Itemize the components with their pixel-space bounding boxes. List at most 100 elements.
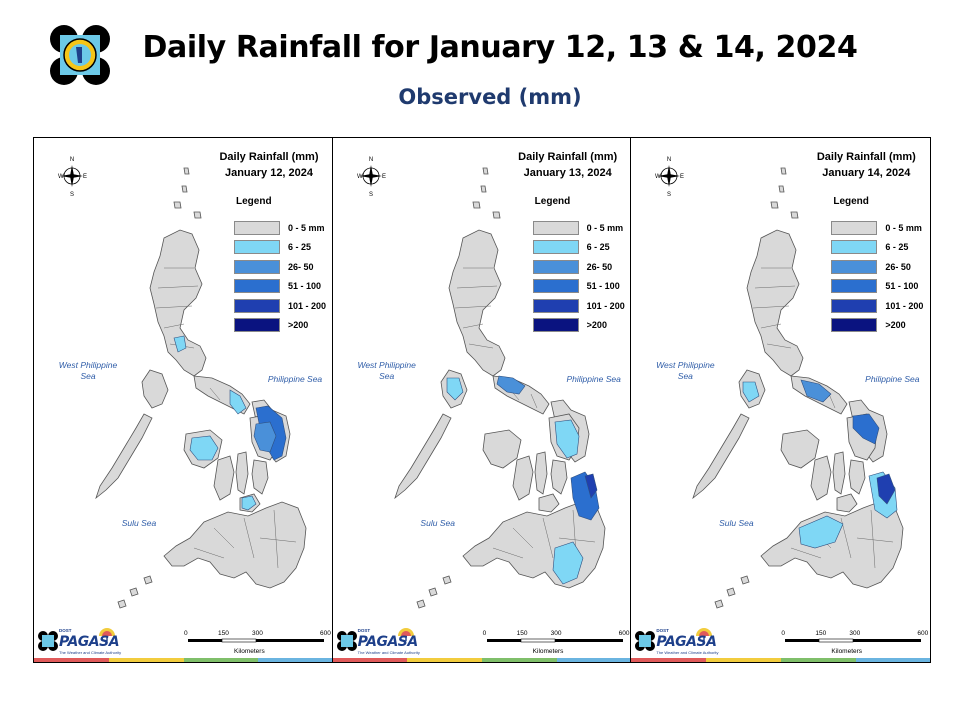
sea-label-west: West Philippine Sea (656, 360, 715, 381)
svg-text:S: S (369, 192, 373, 198)
legend-swatch (831, 318, 878, 333)
rainfall-area (800, 379, 832, 403)
island-shape (512, 455, 534, 501)
scale-tick-label: 0 (184, 630, 188, 637)
island-shape (760, 501, 904, 589)
strip-segment (482, 658, 557, 662)
island-shape (810, 455, 832, 501)
strip-segment (183, 658, 259, 662)
legend-label: >200 (288, 320, 309, 331)
map-title-date: January 12, 2024 (224, 167, 314, 179)
province-boundary (209, 387, 221, 401)
island-shape (472, 201, 481, 209)
rainfall-area (799, 515, 844, 549)
legend-swatch (532, 298, 579, 313)
strip-segment (407, 658, 483, 662)
island-shape (550, 459, 568, 495)
legend-label: 26- 50 (586, 261, 613, 272)
scale-tick-label: 300 (849, 630, 861, 637)
island-shape (213, 455, 235, 501)
island-shape (235, 451, 249, 495)
strip-segment (332, 658, 408, 662)
legend-label: 6 - 25 (586, 242, 610, 253)
color-strip (34, 658, 332, 662)
legend-label: 101 - 200 (586, 300, 625, 311)
pagasa-logo: DOST PAGASA The Weather and Climate Author… (336, 624, 420, 656)
legend-row: 0 - 5 mm (532, 218, 625, 238)
legend-swatch (831, 220, 878, 235)
legend-swatch (234, 240, 280, 255)
scale-tick-label: 0 (482, 630, 487, 637)
map-panels: N S W E Daily Rainfall (mm) January 12, 202… (33, 137, 931, 663)
island-shape (393, 413, 452, 500)
island-shape (129, 587, 139, 597)
map-title: Daily Rainfall (mm) January 12, 2024 (210, 149, 328, 181)
island-shape (448, 229, 506, 377)
rainfall-area (189, 435, 219, 461)
scale-tick-label: 150 (815, 630, 827, 637)
page-subtitle: Observed (mm) (398, 85, 582, 109)
legend: 0 - 5 mm 6 - 25 26- 50 51 - 100 101 - 200 >20… (234, 218, 326, 335)
legend-swatch (532, 220, 579, 235)
legend-row: 51 - 100 (234, 277, 326, 297)
province-boundary (193, 547, 225, 559)
rainfall-area (253, 421, 277, 453)
legend-label: >200 (885, 320, 906, 331)
compass-icon: N S W E (356, 154, 386, 198)
legend: 0 - 5 mm 6 - 25 26- 50 51 - 100 101 - 200 >20… (532, 218, 625, 335)
island-shape (780, 429, 820, 469)
strip-segment (556, 658, 631, 662)
legend-label: 0 - 5 mm (586, 222, 624, 233)
brand-name: PAGASA (59, 634, 120, 650)
legend-row: >200 (831, 316, 923, 336)
sea-label-west: West Philippine Sea (357, 360, 416, 381)
legend-swatch (234, 259, 280, 274)
island-shape (416, 599, 426, 609)
svg-text:W: W (58, 174, 64, 180)
legend-label: 101 - 200 (885, 300, 924, 311)
province-boundary (829, 393, 836, 409)
island-shape (482, 167, 489, 175)
legend-label: 51 - 100 (586, 281, 620, 292)
strip-segment (258, 658, 332, 662)
scale-tick-label: 600 (320, 630, 331, 637)
map-title-date: January 14, 2024 (822, 167, 911, 179)
svg-text:E: E (680, 174, 684, 180)
island-shape (778, 185, 785, 193)
island-shape (141, 369, 169, 409)
svg-text:W: W (655, 174, 661, 180)
rainfall-area (584, 473, 597, 499)
legend-swatch (831, 279, 878, 294)
rainfall-area (173, 335, 187, 353)
brand-tagline: The Weather and Climate Authority (59, 650, 122, 655)
province-boundary (456, 285, 497, 289)
legend-swatch (532, 279, 579, 294)
scale-tick-label: 300 (550, 630, 562, 637)
island-shape (428, 587, 438, 597)
brand-tagline: The Weather and Climate Authority (357, 650, 420, 655)
scale-unit: Kilometers (234, 648, 265, 655)
svg-text:E: E (83, 174, 87, 180)
scale-tick-label: 600 (618, 630, 630, 637)
rainfall-area (554, 419, 579, 459)
strip-segment (706, 658, 781, 662)
island-shape (163, 501, 307, 589)
legend-row: 51 - 100 (831, 277, 923, 297)
province-boundary (512, 527, 533, 549)
island-shape (482, 429, 522, 469)
map-panel-jan-12: N S W E Daily Rainfall (mm) January 12, 202… (34, 138, 333, 662)
legend-label: 51 - 100 (885, 281, 919, 292)
scale-tick-label: 0 (781, 630, 785, 637)
pagasa-logo: DOST PAGASA The Weather and Climate Author… (634, 624, 719, 656)
province-boundary (755, 285, 796, 289)
legend-label: 51 - 100 (288, 281, 322, 292)
province-boundary (767, 343, 792, 349)
scale-unit: Kilometers (532, 648, 564, 655)
page-title: Daily Rainfall for January 12, 13 & 14, … (142, 30, 858, 65)
sea-label-philippine: Philippine Sea (566, 374, 621, 384)
legend-row: 26- 50 (532, 257, 625, 277)
scale-unit: Kilometers (831, 648, 863, 655)
svg-text:S: S (70, 192, 74, 198)
island-shape (746, 229, 804, 377)
island-shape (95, 413, 153, 500)
